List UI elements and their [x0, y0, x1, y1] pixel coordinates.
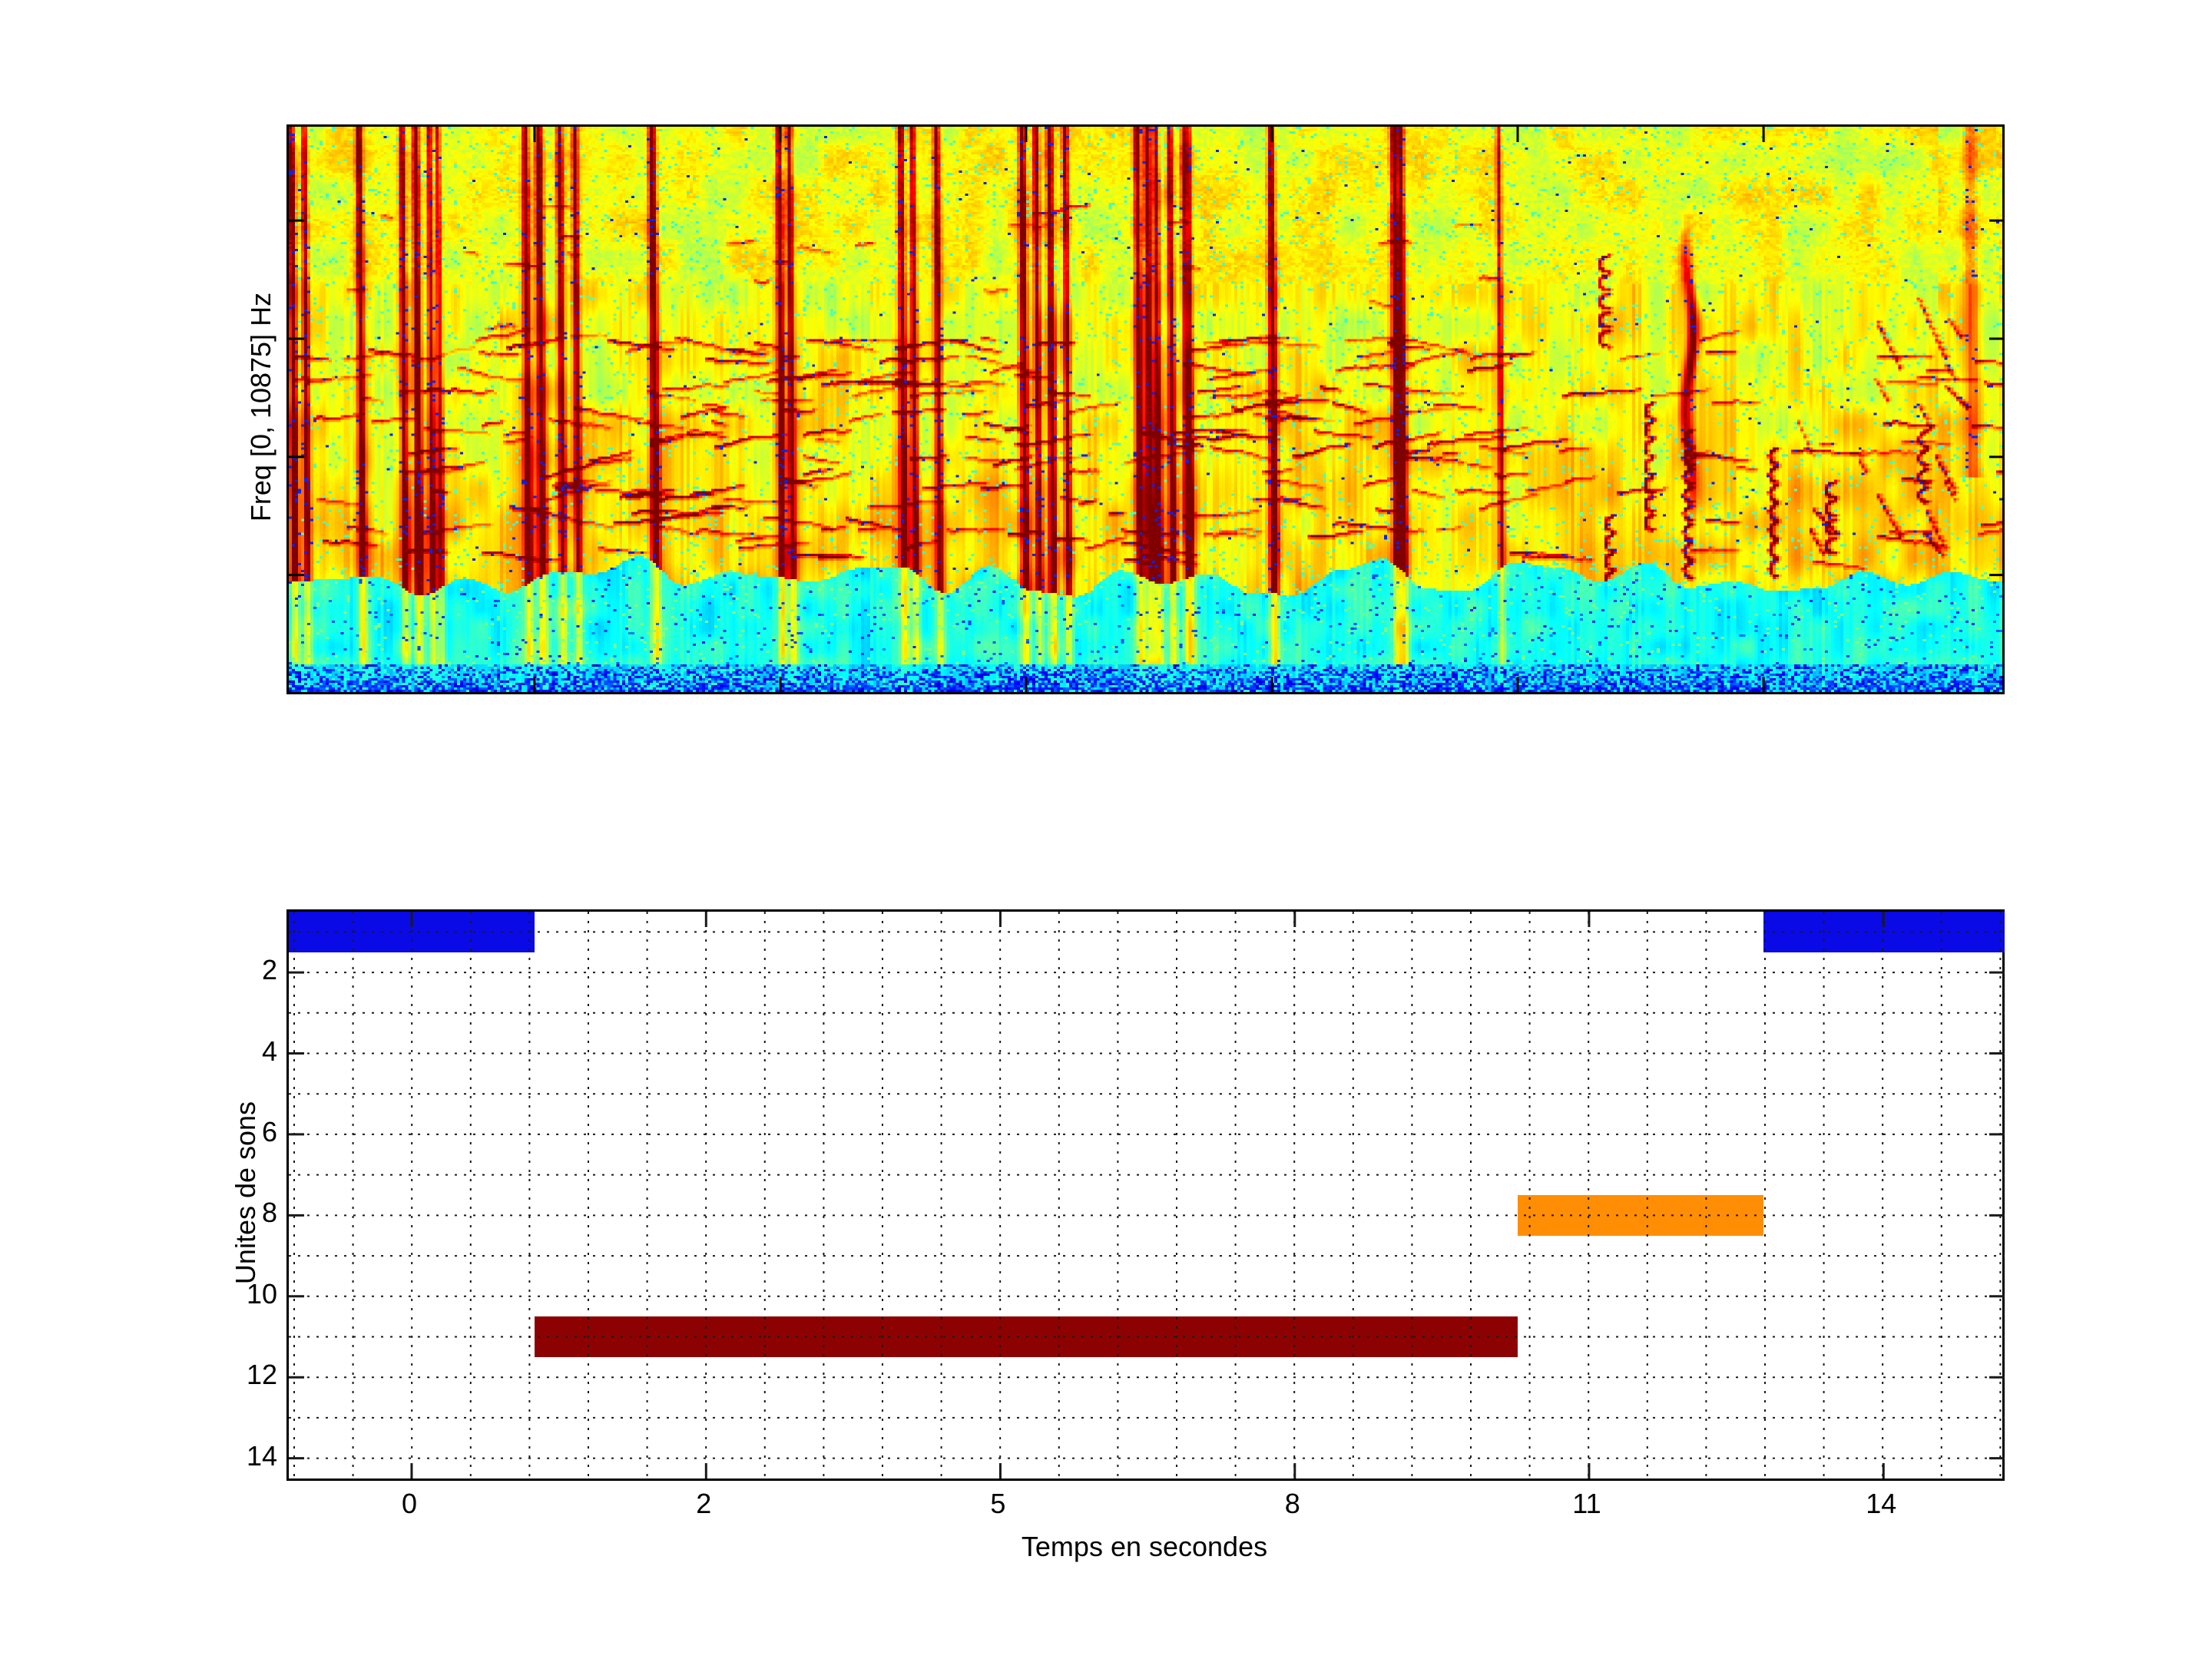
y-tick-label: 14 — [246, 1439, 277, 1472]
timeline-grid — [289, 912, 2005, 1479]
timeline-ylabel: Unites de sons — [230, 1101, 261, 1285]
timeline-segment-row8 — [1517, 1195, 1764, 1236]
timeline-axes — [286, 909, 2005, 1481]
y-tick-label: 4 — [261, 1035, 277, 1067]
spectrogram-ylabel: Freq [0, 10875] Hz — [245, 292, 276, 522]
timeline-tick-marks — [289, 912, 2005, 1479]
spectrogram-image — [289, 127, 2002, 692]
spectrogram-axes — [286, 124, 2005, 694]
x-tick-label: 0 — [401, 1488, 417, 1519]
y-tick-label: 8 — [261, 1197, 277, 1229]
y-tick-label: 12 — [246, 1359, 277, 1391]
spectrogram-tick-marks — [289, 127, 2005, 692]
y-tick-label: 6 — [261, 1115, 277, 1147]
y-tick-label: 2 — [261, 954, 277, 986]
x-tick-label: 11 — [1572, 1488, 1601, 1519]
x-tick-label: 8 — [1284, 1488, 1300, 1519]
x-tick-label: 5 — [990, 1488, 1006, 1519]
timeline-xlabel: Temps en secondes — [1021, 1531, 1268, 1562]
x-tick-label: 14 — [1866, 1488, 1897, 1519]
x-tick-label: 2 — [696, 1488, 712, 1519]
y-tick-label: 10 — [246, 1277, 277, 1310]
